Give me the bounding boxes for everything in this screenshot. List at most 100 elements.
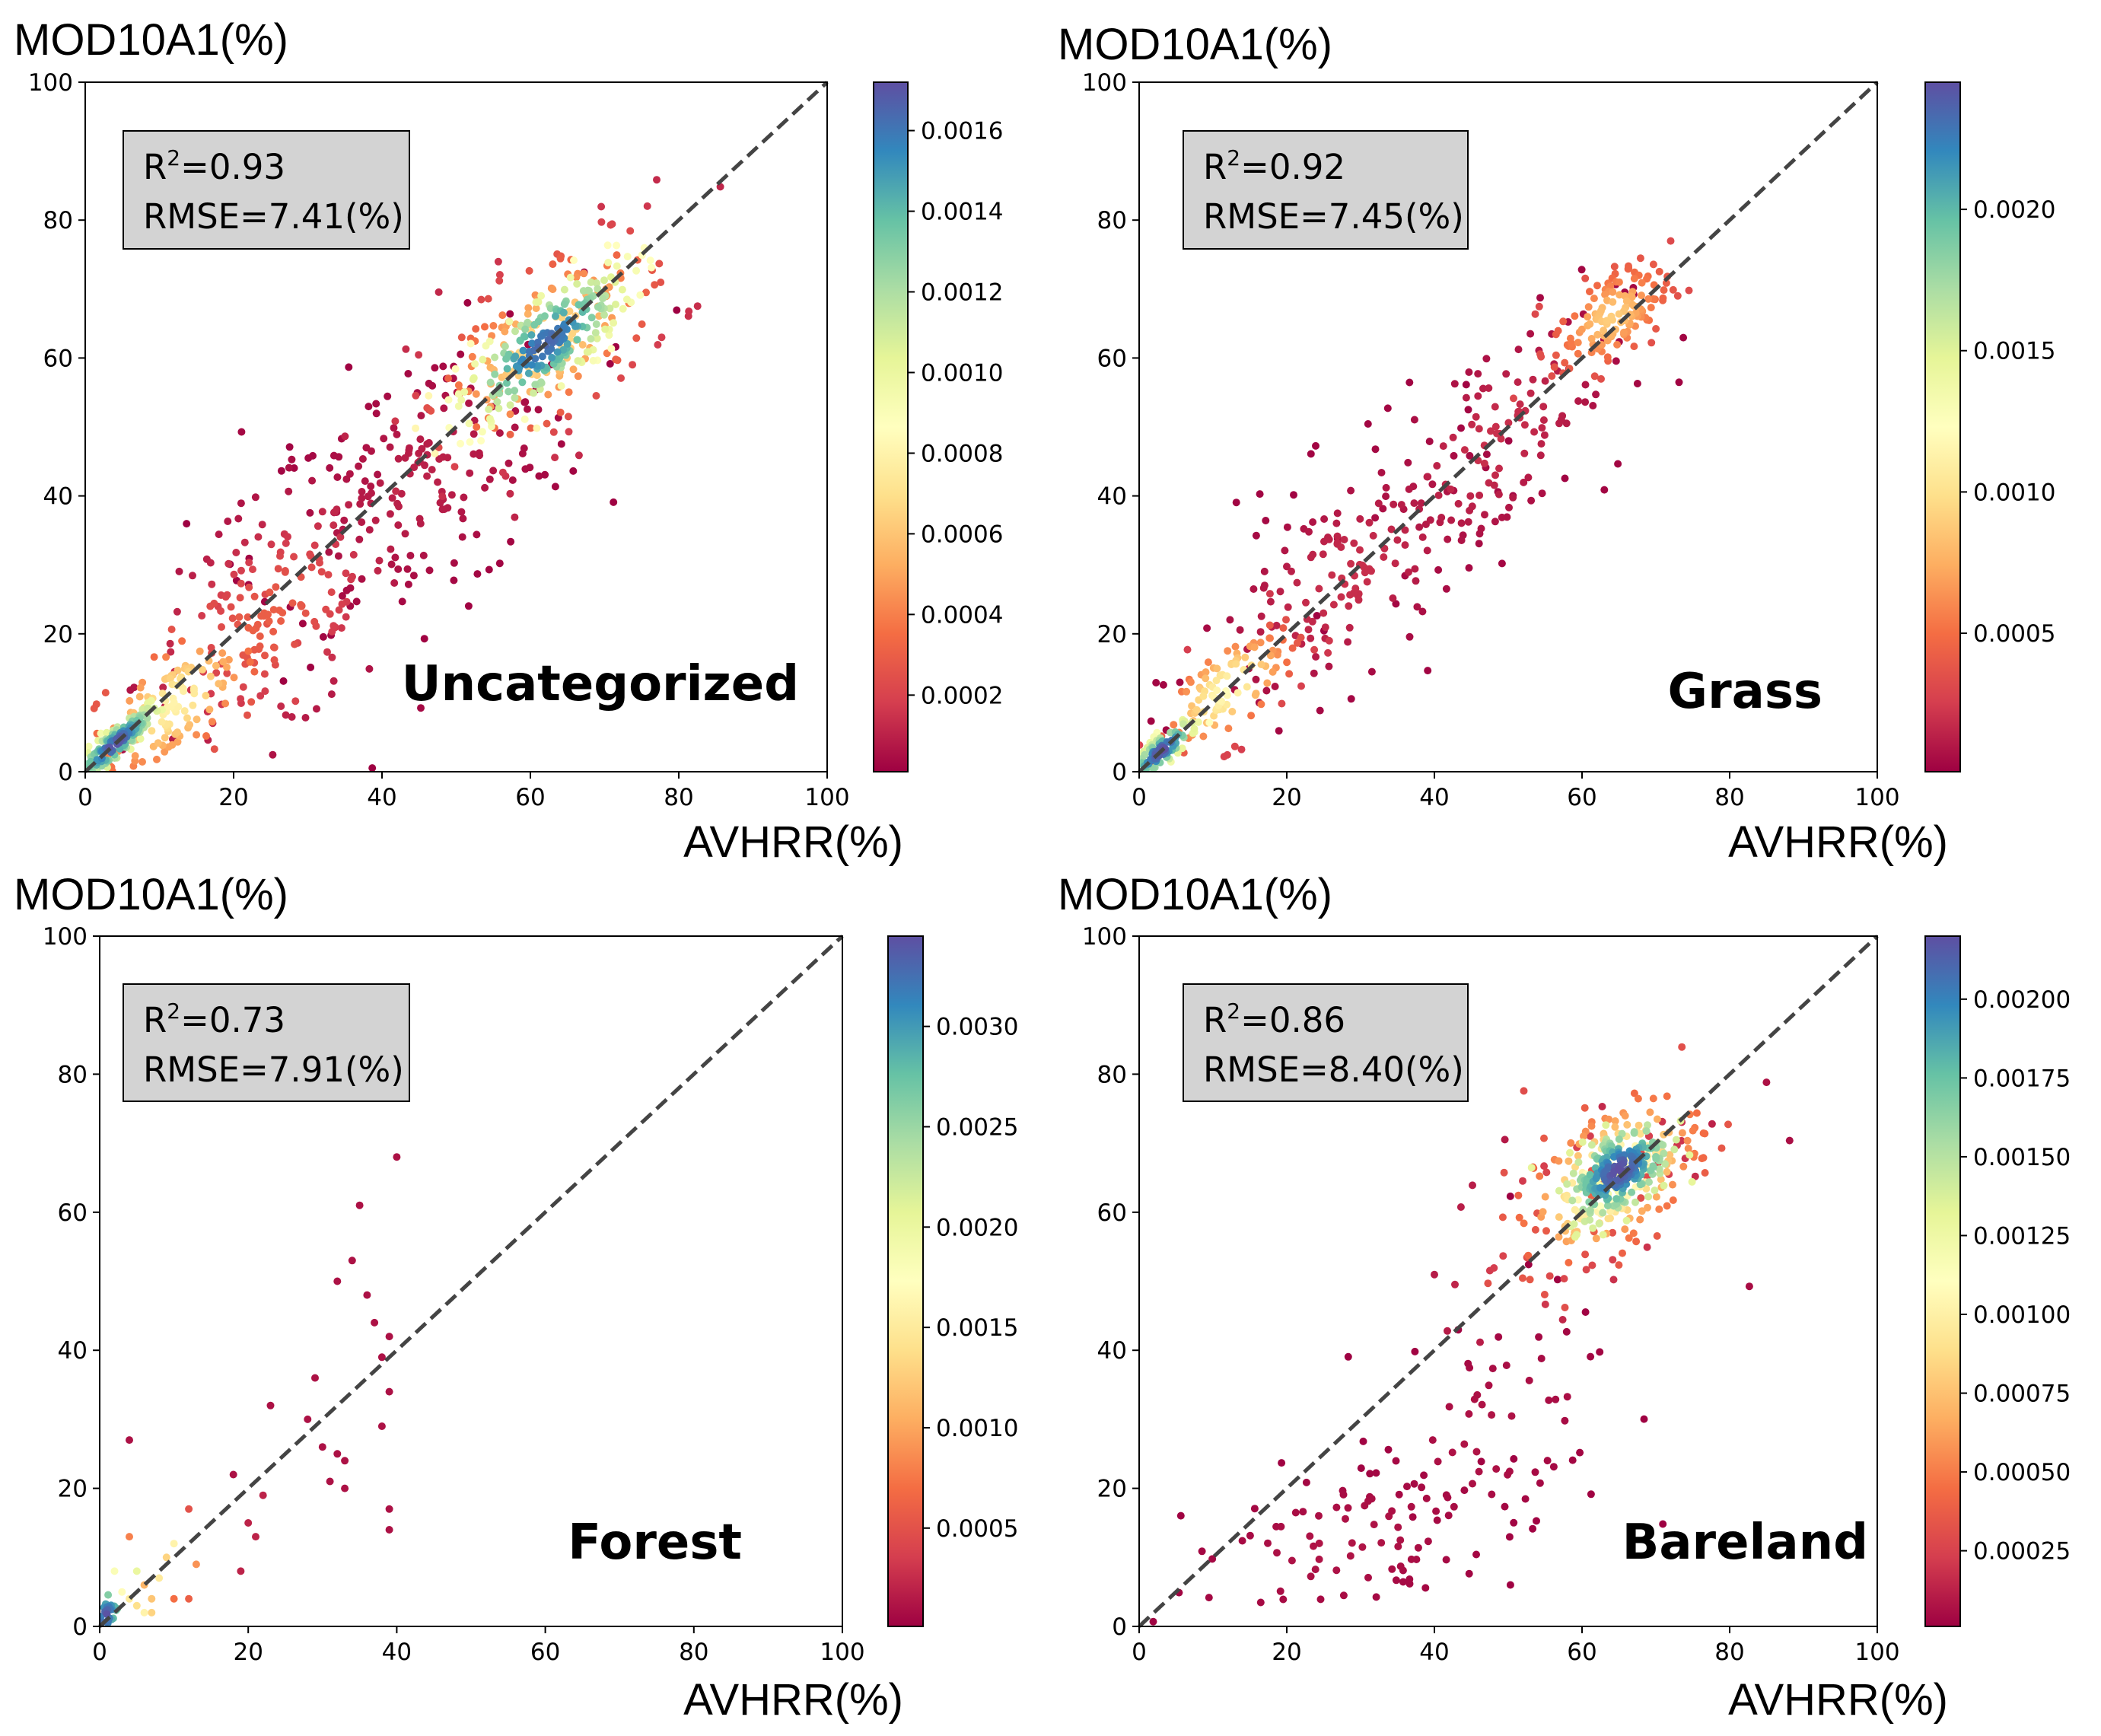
data-point xyxy=(385,1333,393,1341)
data-point xyxy=(316,559,323,567)
data-point xyxy=(600,276,608,285)
data-point xyxy=(90,704,98,712)
data-point xyxy=(260,670,269,678)
data-point xyxy=(374,470,382,479)
data-point xyxy=(606,360,614,368)
data-point xyxy=(1587,335,1596,342)
data-point xyxy=(1372,1469,1380,1477)
data-point xyxy=(387,560,396,569)
data-point xyxy=(218,623,225,631)
data-point xyxy=(1482,355,1491,363)
data-point xyxy=(685,307,693,315)
data-point xyxy=(1500,1168,1508,1177)
data-point xyxy=(1176,678,1184,686)
data-point xyxy=(1593,1173,1601,1181)
data-point xyxy=(394,521,403,529)
data-point xyxy=(386,443,394,451)
colorbar-tick-label: 0.0015 xyxy=(936,1314,1018,1342)
data-point xyxy=(1520,421,1529,429)
data-point xyxy=(1636,1180,1644,1189)
data-point xyxy=(1475,1467,1483,1476)
stats-box xyxy=(123,983,410,1102)
data-point xyxy=(101,689,110,697)
data-point xyxy=(1423,546,1431,555)
data-point xyxy=(1444,1511,1453,1520)
data-point xyxy=(1472,412,1480,421)
data-point xyxy=(1149,1617,1157,1626)
data-point xyxy=(1311,1566,1319,1574)
data-point xyxy=(1456,1203,1465,1211)
data-point xyxy=(252,1533,259,1541)
data-point xyxy=(1377,469,1386,476)
data-point xyxy=(1625,1234,1633,1242)
data-point xyxy=(1538,424,1546,432)
data-point xyxy=(304,1415,312,1423)
class-label: Uncategorized xyxy=(402,656,799,712)
data-point xyxy=(330,508,339,516)
data-point xyxy=(1359,1437,1367,1445)
data-point xyxy=(136,683,145,692)
data-point xyxy=(420,635,428,643)
data-point xyxy=(1567,1139,1575,1147)
data-point xyxy=(468,352,476,361)
data-point xyxy=(1444,1493,1452,1502)
data-point xyxy=(375,556,384,565)
data-point xyxy=(527,361,536,369)
data-point xyxy=(170,1594,178,1603)
data-point xyxy=(1474,370,1482,378)
data-point xyxy=(1581,398,1590,406)
data-point xyxy=(559,308,568,317)
data-point xyxy=(246,658,254,666)
data-point xyxy=(1480,459,1488,467)
data-point xyxy=(126,696,134,705)
data-point xyxy=(1669,285,1677,294)
data-point xyxy=(457,439,464,448)
data-point xyxy=(1574,1158,1583,1167)
x-tick-label: 40 xyxy=(1419,1639,1449,1666)
data-point xyxy=(1621,1225,1629,1234)
data-point xyxy=(1462,381,1470,389)
data-point xyxy=(269,750,277,759)
data-point xyxy=(473,423,481,431)
colorbar-tick-label: 0.0014 xyxy=(921,199,1003,226)
data-point xyxy=(415,449,423,457)
data-point xyxy=(1265,621,1274,629)
rmse-text: RMSE=8.40(%) xyxy=(1203,1050,1464,1090)
data-point xyxy=(1477,1457,1485,1466)
data-point xyxy=(269,606,278,614)
plot-frame xyxy=(99,935,843,1627)
y-tick-label: 20 xyxy=(1097,621,1127,648)
plot-frame xyxy=(1138,935,1878,1627)
data-point xyxy=(1568,1196,1577,1205)
data-point xyxy=(450,559,458,567)
y-tick-label: 20 xyxy=(43,621,73,648)
data-point xyxy=(592,320,600,328)
data-point xyxy=(556,408,565,416)
data-point xyxy=(347,575,355,584)
data-point xyxy=(1678,1043,1686,1051)
data-point xyxy=(1332,519,1341,527)
data-point xyxy=(1465,1569,1473,1578)
data-point xyxy=(1262,686,1271,695)
data-point xyxy=(574,357,582,365)
data-point xyxy=(1281,546,1289,555)
data-point xyxy=(1420,1471,1428,1480)
data-point xyxy=(1475,540,1483,548)
data-point xyxy=(1498,1213,1507,1222)
colorbar-tick-label: 0.00025 xyxy=(1973,1538,2071,1566)
data-point xyxy=(1679,333,1688,342)
data-point xyxy=(450,576,458,585)
data-point xyxy=(1561,358,1569,367)
data-point xyxy=(1447,516,1456,524)
data-point xyxy=(277,702,285,710)
data-point xyxy=(393,1153,401,1161)
data-point xyxy=(463,298,472,307)
data-point xyxy=(192,1560,200,1569)
data-point xyxy=(506,489,514,498)
data-point xyxy=(341,432,349,441)
data-point xyxy=(1655,1205,1663,1213)
y-tick-label: 40 xyxy=(1097,1337,1127,1365)
data-point xyxy=(196,647,204,655)
data-point xyxy=(549,260,557,269)
data-point xyxy=(1407,1502,1415,1511)
